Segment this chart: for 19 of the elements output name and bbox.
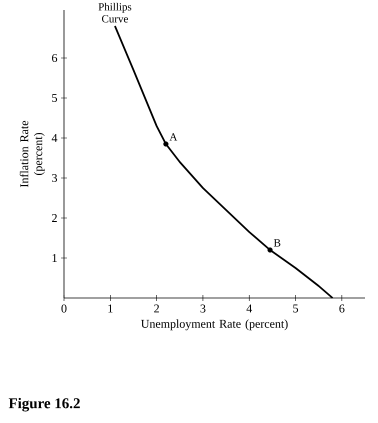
text: Figure 16.2 <box>8 398 80 412</box>
x-tick-label: 2 <box>154 304 159 312</box>
y-tick-label: 6 <box>52 54 58 62</box>
y-tick-label: 2 <box>52 214 57 222</box>
x-tick-label: 6 <box>339 304 344 313</box>
y-tick-label: 5 <box>52 94 58 102</box>
y-tick-label: 4 <box>52 134 58 142</box>
x-tick-label: 5 <box>293 304 298 312</box>
x-tick-label: 0 <box>61 304 67 313</box>
y-tick-label: 1 <box>52 254 57 262</box>
x-tick-label: 4 <box>246 304 252 312</box>
y-axis-title: Inflation Rate (percent) <box>20 120 45 188</box>
x-axis-title: Unemployment Rate (percent) <box>141 319 288 330</box>
annotation: A <box>170 133 178 140</box>
annotation: B <box>274 239 280 246</box>
y-tick-label: 3 <box>52 174 58 182</box>
annotation: Phillips Curve <box>98 2 132 22</box>
x-tick-label: 3 <box>200 304 206 313</box>
x-tick-label: 1 <box>108 304 113 312</box>
